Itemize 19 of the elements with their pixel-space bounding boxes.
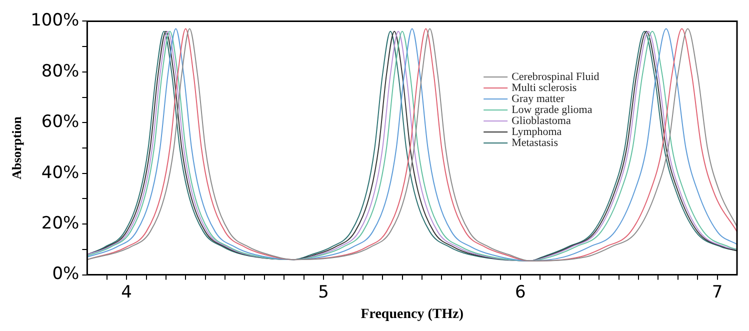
- legend-label: Cerebrospinal Fluid: [512, 70, 600, 83]
- y-axis-title: Absorption: [9, 116, 24, 180]
- legend-label: Metastasis: [512, 136, 558, 149]
- y-tick-label: 40%: [41, 162, 80, 183]
- y-tick-label: 80%: [41, 61, 80, 82]
- legend-label: Multi sclerosis: [512, 82, 577, 94]
- legend-label: Low grade glioma: [512, 104, 592, 116]
- y-tick-label: 60%: [41, 112, 80, 132]
- legend-label: Lymphoma: [512, 126, 562, 138]
- x-tick-label: 6: [514, 282, 526, 302]
- x-tick-label: 7: [712, 282, 723, 302]
- legend-label: Gray matter: [512, 92, 565, 105]
- y-tick-label: 0%: [52, 264, 80, 284]
- x-tick-label: 4: [121, 282, 132, 302]
- legend-label: Glioblastoma: [512, 114, 571, 127]
- x-axis-title: Frequency (THz): [360, 307, 464, 322]
- x-tick-label: 5: [318, 282, 329, 302]
- y-tick-label: 20%: [41, 214, 80, 234]
- y-tick-label: 100%: [30, 10, 80, 31]
